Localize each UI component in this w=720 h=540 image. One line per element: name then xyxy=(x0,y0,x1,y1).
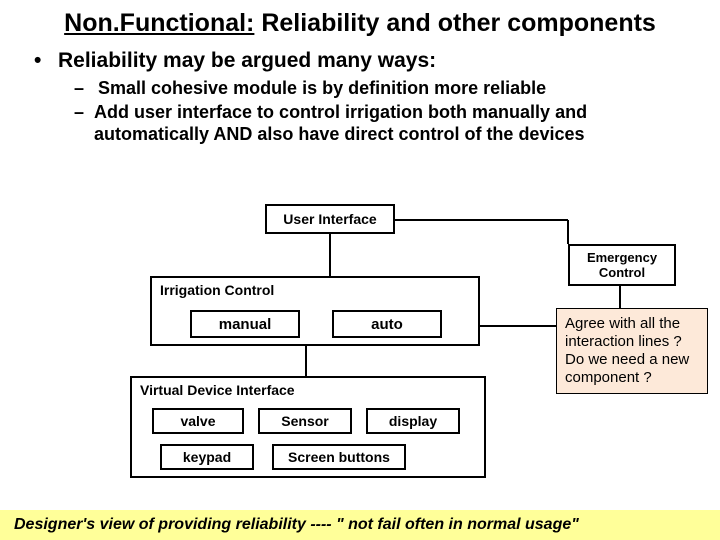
title-rest: Reliability and other components xyxy=(254,9,655,37)
footer-text: Designer's view of providing reliability… xyxy=(14,516,579,533)
emergency-control-label: Emergency Control xyxy=(570,250,674,280)
sub-item: – Add user interface to control irrigati… xyxy=(74,101,686,146)
annotation-note-text: Agree with all the interaction lines ? D… xyxy=(565,315,689,386)
connector-line xyxy=(395,219,568,221)
bullet-block: • Reliability may be argued many ways: –… xyxy=(0,43,720,149)
connector-line xyxy=(305,346,307,376)
bullet-main: • Reliability may be argued many ways: xyxy=(34,49,686,73)
annotation-note: Agree with all the interaction lines ? D… xyxy=(556,308,708,394)
keypad-box: keypad xyxy=(160,444,254,470)
dash-icon: – xyxy=(74,77,88,100)
sub-item: – Small cohesive module is by definition… xyxy=(74,77,686,100)
emergency-control-box: Emergency Control xyxy=(568,244,676,286)
vdi-label: Virtual Device Interface xyxy=(140,382,295,398)
dash-icon: – xyxy=(74,101,84,146)
footer-quote: Designer's view of providing reliability… xyxy=(0,510,720,540)
bullet-main-text: Reliability may be argued many ways: xyxy=(58,49,436,73)
bullet-dot: • xyxy=(34,49,46,73)
sub-list: – Small cohesive module is by definition… xyxy=(34,77,686,146)
valve-box: valve xyxy=(152,408,244,434)
manual-box: manual xyxy=(190,310,300,338)
sensor-box: Sensor xyxy=(258,408,352,434)
title-underlined: Non.Functional: xyxy=(64,9,254,37)
auto-box: auto xyxy=(332,310,442,338)
valve-label: valve xyxy=(180,413,215,429)
screen-buttons-label: Screen buttons xyxy=(288,449,390,465)
irrigation-control-label: Irrigation Control xyxy=(160,282,274,298)
connector-line xyxy=(329,234,331,276)
keypad-label: keypad xyxy=(183,449,231,465)
user-interface-label: User Interface xyxy=(283,211,376,227)
diagram-area: User Interface Emergency Control Irrigat… xyxy=(0,200,720,510)
sensor-label: Sensor xyxy=(281,413,328,429)
connector-line xyxy=(567,220,569,244)
auto-label: auto xyxy=(371,316,403,333)
display-label: display xyxy=(389,413,437,429)
manual-label: manual xyxy=(219,316,272,333)
page-title: Non.Functional: Reliability and other co… xyxy=(0,0,720,43)
screen-buttons-box: Screen buttons xyxy=(272,444,406,470)
user-interface-box: User Interface xyxy=(265,204,395,234)
display-box: display xyxy=(366,408,460,434)
sub-item-text: Add user interface to control irrigation… xyxy=(94,101,686,146)
sub-item-text: Small cohesive module is by definition m… xyxy=(98,77,546,100)
